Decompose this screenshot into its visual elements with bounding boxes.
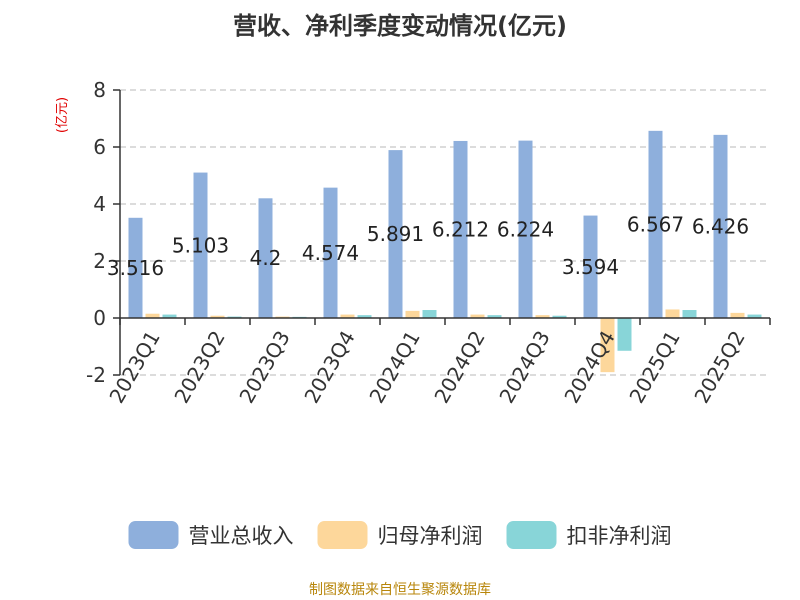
x-tick-label-2: 2023Q3 [234, 327, 294, 408]
x-tick-label-1: 2023Q2 [169, 327, 229, 408]
bar-0-1 [193, 172, 208, 318]
bar-1-4 [405, 310, 420, 318]
data-label-8: 6.567 [627, 212, 684, 236]
data-label-0: 3.516 [107, 256, 164, 280]
y-tick-label-1: 0 [93, 306, 106, 330]
data-label-3: 4.574 [302, 241, 359, 265]
legend-label-1: 归母净利润 [378, 524, 483, 548]
bar-2-6 [552, 315, 567, 318]
y-tick-labels: -2 0 2 4 6 8 [86, 78, 106, 387]
bar-2-4 [422, 310, 437, 318]
chart-title: 营收、净利季度变动情况(亿元) [233, 12, 567, 40]
x-tick-label-8: 2025Q1 [624, 327, 684, 408]
bar-0-3 [323, 187, 338, 318]
bar-0-2 [258, 198, 273, 318]
bar-1-9 [730, 312, 745, 318]
y-tick-label-4: 6 [93, 135, 106, 159]
y-axis-label: (亿元) [55, 97, 70, 133]
data-label-4: 5.891 [367, 222, 424, 246]
bar-0-6 [518, 140, 533, 318]
bar-1-5 [470, 314, 485, 318]
bar-1-6 [535, 315, 550, 318]
bar-2-7 [617, 318, 632, 351]
legend-label-0: 营业总收入 [189, 524, 294, 548]
data-label-2: 4.2 [250, 246, 282, 270]
bar-2-3 [357, 315, 372, 318]
x-tick-label-6: 2024Q3 [494, 327, 554, 408]
data-label-5: 6.212 [432, 217, 489, 241]
bar-1-3 [340, 314, 355, 318]
bar-0-8 [648, 130, 663, 318]
x-tick-label-9: 2025Q2 [689, 327, 749, 408]
x-tick-label-3: 2023Q4 [299, 327, 359, 408]
x-tick-labels: 2023Q1 2023Q2 2023Q3 2023Q4 2024Q1 2024Q2 2024… [104, 327, 749, 408]
legend-swatch-0 [128, 521, 179, 549]
bar-2-9 [747, 314, 762, 318]
legend: 营业总收入 归母净利润 扣非净利润 [128, 521, 672, 549]
y-tick-label-5: 8 [93, 78, 106, 102]
x-tick-label-5: 2024Q2 [429, 327, 489, 408]
x-tick-label-4: 2024Q1 [364, 327, 424, 408]
bar-1-8 [665, 309, 680, 318]
y-tick-label-3: 4 [93, 192, 106, 216]
data-label-9: 6.426 [692, 214, 749, 238]
bar-0-9 [713, 134, 728, 318]
bar-1-1 [210, 315, 225, 318]
bar-0-5 [453, 140, 468, 318]
bars [128, 130, 762, 373]
legend-swatch-2 [506, 521, 557, 549]
y-tick-label-0: -2 [86, 363, 106, 387]
data-label-7: 3.594 [562, 255, 619, 279]
data-labels: 3.516 5.103 4.2 4.574 5.891 6.212 6.224 3.594 6.… [107, 212, 749, 279]
bar-0-7 [583, 215, 598, 318]
axes [113, 89, 771, 376]
data-label-6: 6.224 [497, 217, 554, 241]
source-note: 制图数据来自恒生聚源数据库 [309, 582, 491, 598]
legend-swatch-1 [317, 521, 368, 549]
data-label-1: 5.103 [172, 233, 229, 257]
bar-2-5 [487, 315, 502, 318]
y-tick-label-2: 2 [93, 249, 106, 273]
bar-2-0 [162, 314, 177, 318]
bar-0-4 [388, 150, 403, 318]
bar-1-0 [145, 313, 160, 318]
bar-0-0 [128, 217, 143, 318]
bar-2-8 [682, 310, 697, 318]
x-tick-label-0: 2023Q1 [104, 327, 164, 408]
legend-label-2: 扣非净利润 [567, 524, 672, 548]
bar-1-7 [600, 318, 615, 373]
